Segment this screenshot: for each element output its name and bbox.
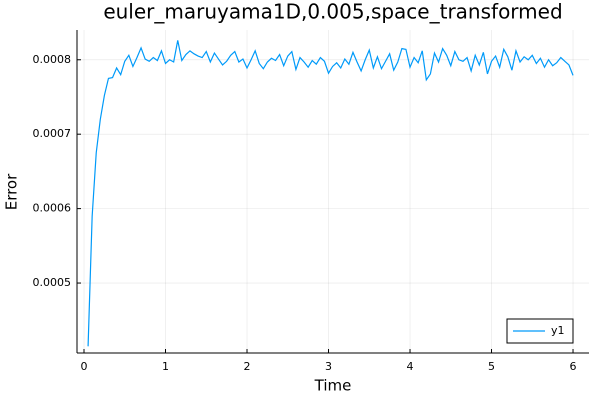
x-tick-label: 2 xyxy=(244,360,251,373)
chart-title: euler_maruyama1D,0.005,space_transformed xyxy=(103,0,562,24)
y-axis-label: Error xyxy=(3,173,21,210)
x-tick-label: 5 xyxy=(488,360,495,373)
x-tick-label: 1 xyxy=(162,360,169,373)
y-tick-label: 0.0008 xyxy=(33,53,72,66)
line-series xyxy=(87,40,574,347)
legend-label: y1 xyxy=(551,324,565,337)
x-tick-label: 0 xyxy=(81,360,88,373)
x-axis-label: Time xyxy=(314,377,352,395)
y-tick-label: 0.0005 xyxy=(33,276,72,289)
x-tick-label: 6 xyxy=(570,360,577,373)
y-tick-label: 0.0007 xyxy=(33,127,72,140)
x-tick-label: 4 xyxy=(407,360,414,373)
y-tick-label: 0.0006 xyxy=(33,202,72,215)
x-tick-label: 3 xyxy=(325,360,332,373)
